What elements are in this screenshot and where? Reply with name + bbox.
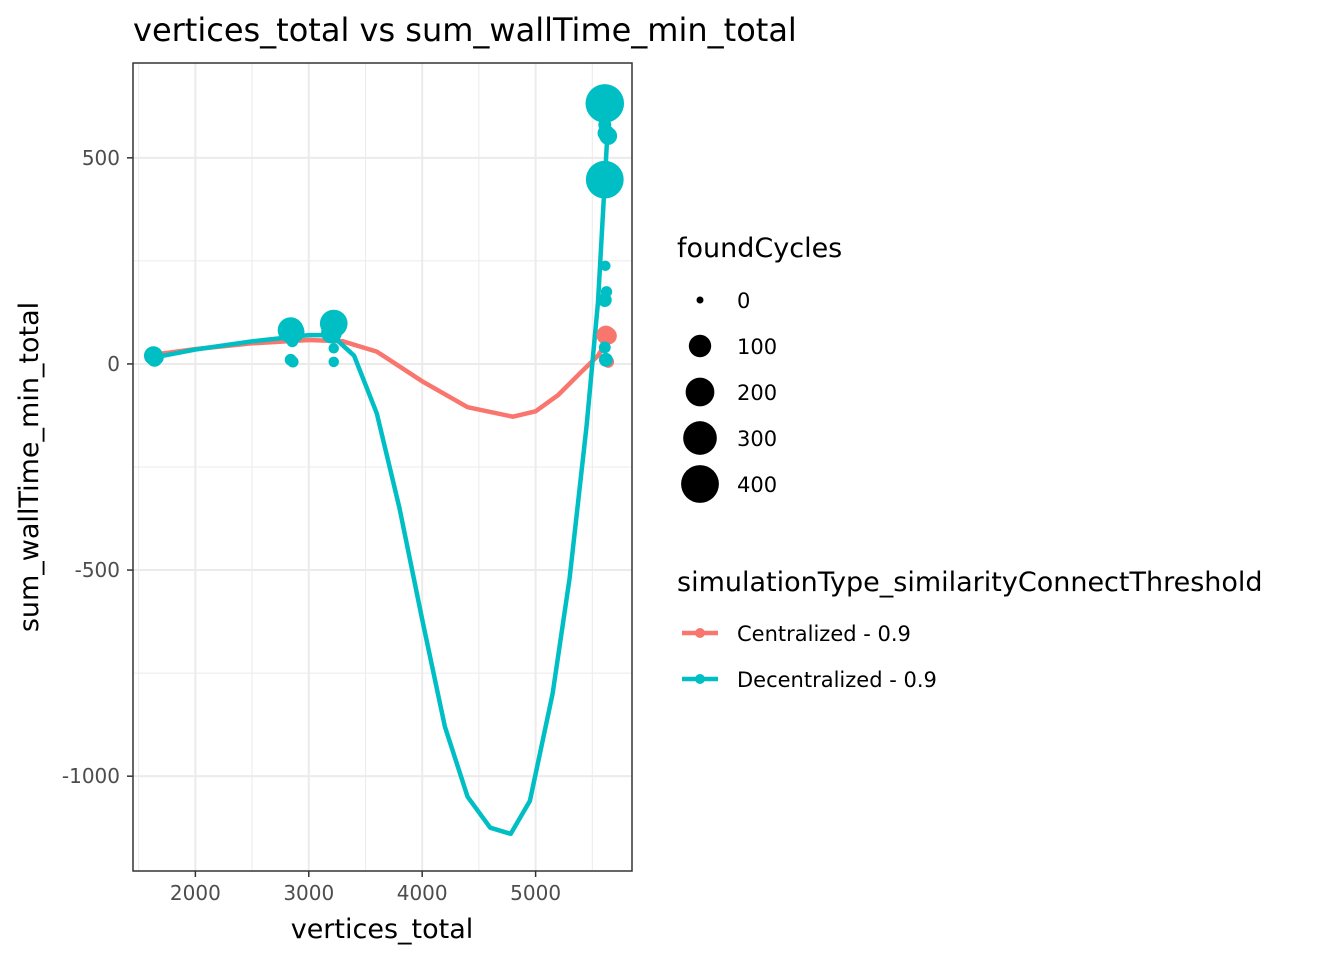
data-point: [598, 118, 612, 132]
color-legend-title: simulationType_similarityConnectThreshol…: [677, 567, 1263, 598]
size-legend-title: foundCycles: [677, 233, 842, 264]
x-tick-label: 4000: [397, 881, 448, 905]
y-tick-label: -500: [75, 558, 120, 582]
size-legend-key: [685, 377, 715, 407]
x-axis-title: vertices_total: [291, 914, 474, 945]
data-point: [286, 335, 299, 348]
y-tick-label: 0: [107, 352, 120, 376]
plot-panel: [132, 62, 633, 872]
smooth-line: [150, 139, 610, 837]
grid-lines: [133, 63, 632, 871]
size-legend-label: 100: [737, 335, 777, 359]
y-tick-label: 500: [82, 146, 120, 170]
size-legend-key: [696, 296, 704, 304]
data-point: [287, 356, 299, 368]
size-legend-key: [688, 334, 712, 358]
size-legend-key: [683, 421, 717, 455]
x-tick-label: 2000: [170, 881, 221, 905]
color-legend-label: Centralized - 0.9: [737, 622, 911, 646]
data-point: [321, 322, 342, 344]
y-tick-label: -1000: [62, 764, 120, 788]
smooth-line: [150, 336, 611, 419]
size-legend-label: 0: [737, 289, 750, 313]
chart-title: vertices_total vs sum_wallTime_min_total: [133, 11, 797, 49]
x-axis: 2000 3000 4000 5000: [170, 871, 561, 905]
data-point: [599, 327, 617, 345]
size-legend-label: 200: [737, 381, 777, 405]
data-points: [143, 84, 625, 368]
size-legend-label: 300: [737, 427, 777, 451]
size-legend-label: 400: [737, 473, 777, 497]
data-point: [600, 260, 611, 272]
data-point: [585, 160, 624, 199]
y-axis-title: sum_wallTime_min_total: [14, 302, 45, 632]
data-point: [597, 293, 612, 307]
data-point: [598, 352, 613, 367]
data-point: [598, 341, 611, 354]
color-legend-key-point: [695, 628, 705, 638]
data-point: [281, 320, 305, 344]
y-axis: 500 0 -500 -1000: [62, 146, 133, 788]
x-tick-label: 5000: [510, 881, 561, 905]
x-tick-label: 3000: [283, 881, 334, 905]
data-point: [328, 356, 339, 368]
color-legend-label: Decentralized - 0.9: [737, 668, 937, 692]
size-legend: foundCycles 0 100 200 300 400: [677, 233, 842, 503]
data-point: [149, 350, 164, 365]
color-legend: simulationType_similarityConnectThreshol…: [677, 567, 1263, 692]
smooth-lines: [150, 139, 611, 837]
data-point: [585, 84, 625, 123]
color-legend-key-point: [695, 674, 705, 684]
data-point: [328, 343, 339, 354]
plot-border: [132, 62, 633, 872]
size-legend-key: [681, 465, 719, 503]
